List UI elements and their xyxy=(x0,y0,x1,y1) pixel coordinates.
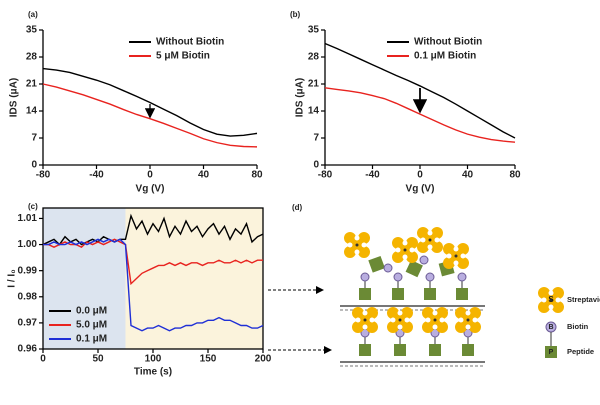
y-tick-label: 28 xyxy=(26,52,38,63)
y-tick-label: 7 xyxy=(313,133,319,144)
legend-symbol: S xyxy=(548,295,554,304)
legend-text: Streptavidin xyxy=(567,295,600,304)
y-tick-label: 0.99 xyxy=(18,265,38,276)
series-line xyxy=(43,238,264,332)
legend-symbol: P xyxy=(549,349,554,356)
legend-label: 5.0 μM xyxy=(76,320,107,331)
series-line xyxy=(324,87,516,143)
x-tick-label: -40 xyxy=(365,170,380,181)
series-line xyxy=(42,83,258,148)
legend-label: Without Biotin xyxy=(414,37,482,48)
y-tick-label: 0.97 xyxy=(18,318,38,329)
x-tick-label: 200 xyxy=(255,354,272,365)
y-axis-label: IDS (μA) xyxy=(9,78,20,117)
y-tick-label: 14 xyxy=(26,106,38,117)
y-axis-label: IDS (μA) xyxy=(295,78,306,117)
x-tick-label: 150 xyxy=(200,354,217,365)
legend-text: Peptide xyxy=(567,347,594,356)
y-tick-label: 14 xyxy=(308,106,320,117)
panel-label: (b) xyxy=(290,10,301,19)
legend-label: Without Biotin xyxy=(156,37,224,48)
y-tick-label: 28 xyxy=(308,52,320,63)
x-tick-label: 0 xyxy=(40,354,46,365)
y-axis-label: I / I₀ xyxy=(7,269,18,287)
series-line xyxy=(43,238,263,286)
x-tick-label: 0 xyxy=(147,170,153,181)
legend-label: 0.1 μM Biotin xyxy=(414,51,476,62)
x-tick-label: 50 xyxy=(92,354,104,365)
charts: 0 7 14 21 28 35 -80 -40 0 40 80 (a) Vg (V) IDS (μA) Wi… xyxy=(7,10,521,378)
y-tick-label: 21 xyxy=(26,79,38,90)
panel-label: (d) xyxy=(292,203,303,212)
x-tick-label: 0 xyxy=(417,170,423,181)
y-tick-label: 0.98 xyxy=(18,291,38,302)
y-tick-label: 35 xyxy=(308,25,320,36)
panel-label: (c) xyxy=(28,202,38,211)
panel-label: (a) xyxy=(28,10,38,19)
y-tick-label: 1.00 xyxy=(18,239,38,250)
x-tick-label: 80 xyxy=(509,170,521,181)
x-tick-label: -80 xyxy=(36,170,51,181)
y-tick-label: 1.01 xyxy=(18,213,38,224)
x-tick-label: -40 xyxy=(89,170,104,181)
legend-symbol: B xyxy=(548,324,553,331)
x-tick-label: 80 xyxy=(251,170,263,181)
diagram: (d) S Streptavidin B Biotin P Peptide xyxy=(292,203,600,367)
legend-label: 0.0 μM xyxy=(76,306,107,317)
x-axis-label: Vg (V) xyxy=(136,184,165,195)
legend-label: 0.1 μM xyxy=(76,334,107,345)
x-axis-label: Time (s) xyxy=(134,367,172,378)
x-tick-label: -80 xyxy=(318,170,333,181)
series-line xyxy=(324,42,516,139)
series-line xyxy=(42,67,258,137)
y-tick-label: 7 xyxy=(31,133,37,144)
x-tick-label: 40 xyxy=(198,170,210,181)
y-tick-label: 21 xyxy=(308,79,320,90)
legend-text: Biotin xyxy=(567,322,589,331)
x-tick-label: 40 xyxy=(462,170,474,181)
x-axis-label: Vg (V) xyxy=(406,184,435,195)
y-tick-label: 0 xyxy=(31,160,37,171)
legend-label: 5 μM Biotin xyxy=(156,51,210,62)
y-tick-label: 35 xyxy=(26,25,38,36)
x-tick-label: 100 xyxy=(145,354,162,365)
y-tick-label: 0.96 xyxy=(18,344,38,355)
y-tick-label: 0 xyxy=(313,160,319,171)
